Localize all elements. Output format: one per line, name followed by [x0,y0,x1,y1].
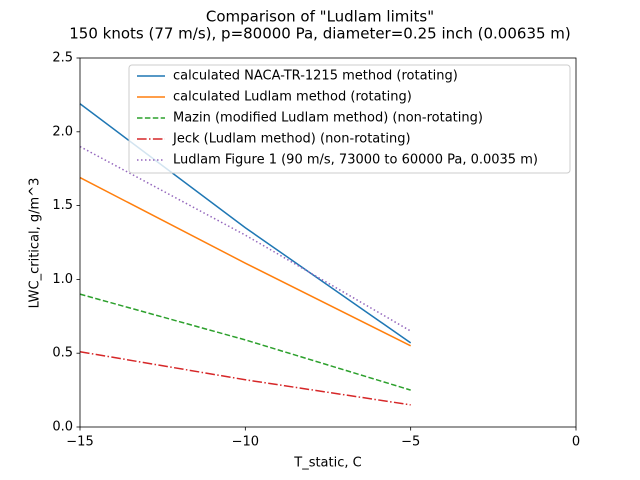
x-tick-label: −5 [401,435,420,450]
y-tick-label: 0.5 [52,346,73,361]
y-tick-label: 2.0 [52,124,73,139]
series-line [79,145,412,332]
legend-label: calculated Ludlam method (rotating) [173,90,412,105]
series-line [79,350,411,406]
legend-label: Mazin (modified Ludlam method) (non-rota… [173,111,483,126]
x-axis-label: T_static, C [293,456,361,471]
legend-label: Jeck (Ludlam method) (non-rotating) [172,132,411,147]
legend: calculated NACA-TR-1215 method (rotating… [128,64,571,174]
x-tick-label: −10 [232,435,259,450]
y-tick-label: 1.5 [52,198,73,213]
chart-subtitle: 150 knots (77 m/s), p=80000 Pa, diameter… [69,25,571,43]
y-tick-label: 0.0 [52,420,73,435]
series-line [79,176,412,347]
chart-title: Comparison of "Ludlam limits" [206,8,434,26]
y-axis-label: LWC_critical, g/m^3 [28,178,43,309]
legend-label: calculated NACA-TR-1215 method (rotating… [173,69,458,84]
series-line [79,293,411,391]
y-tick-label: 1.0 [52,272,73,287]
y-tick-label: 2.5 [52,51,73,66]
x-tick-label: −15 [66,435,93,450]
plot-frame [79,57,577,428]
x-tick-label: 0 [572,435,580,450]
legend-box [128,64,571,174]
legend-label: Ludlam Figure 1 (90 m/s, 73000 to 60000 … [173,153,538,168]
